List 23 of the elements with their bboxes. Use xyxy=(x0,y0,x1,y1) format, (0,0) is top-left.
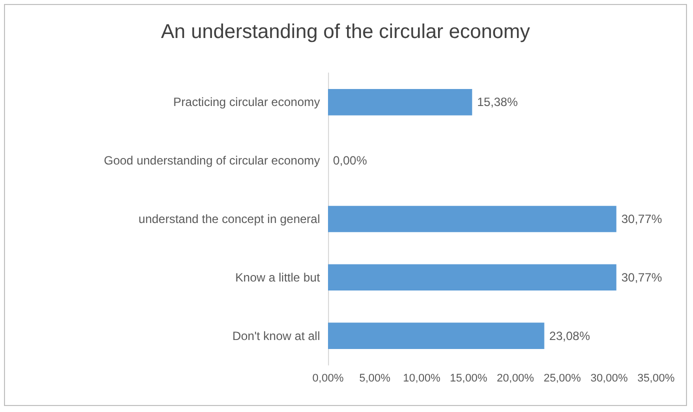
y-tick-label: understand the concept in general xyxy=(138,212,320,226)
x-tick-label: 10,00% xyxy=(403,372,441,384)
x-tick-label: 20,00% xyxy=(496,372,534,384)
x-tick-label: 25,00% xyxy=(544,372,582,384)
bar xyxy=(328,89,472,116)
chart-title: An understanding of the circular economy xyxy=(160,21,530,43)
x-tick-label: 15,00% xyxy=(450,372,488,384)
data-label: 30,77% xyxy=(621,270,662,284)
data-label: 30,77% xyxy=(621,212,662,226)
y-tick-label: Don't know at all xyxy=(232,328,320,343)
x-tick-label: 35,00% xyxy=(637,372,675,384)
data-label: 15,38% xyxy=(477,95,518,110)
x-tick-label: 0,00% xyxy=(312,372,344,384)
y-tick-label: Know a little but xyxy=(235,270,321,284)
bar xyxy=(328,206,616,232)
data-label: 23,08% xyxy=(549,328,590,343)
y-tick-label: Good understanding of circular economy xyxy=(104,154,320,168)
bar xyxy=(328,264,616,291)
x-tick-label: 30,00% xyxy=(590,372,628,384)
y-tick-label: Practicing circular economy xyxy=(173,95,320,110)
x-tick-label: 5,00% xyxy=(359,372,391,384)
data-label: 0,00% xyxy=(333,154,368,168)
bar xyxy=(328,322,544,349)
